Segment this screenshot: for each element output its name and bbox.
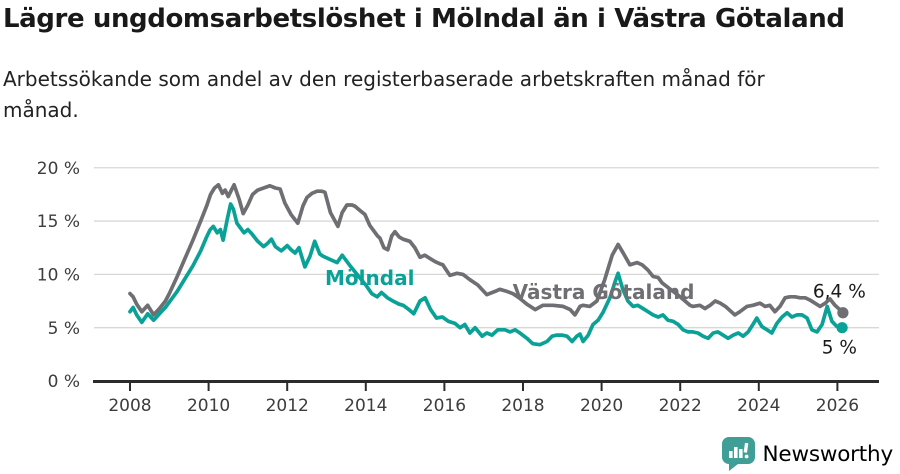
series-annotations: Västra Götaland 6,4 % Mölndal 5 %	[325, 266, 866, 358]
series-line-Mölndal	[128, 202, 844, 347]
series-line-Västra Götaland	[128, 182, 845, 317]
y-tick-label-0: 0 %	[48, 372, 80, 392]
y-tick-label-10: 10 %	[37, 266, 80, 286]
y-tick-label-15: 15 %	[37, 212, 80, 232]
newsworthy-wordmark: Newsworthy	[762, 441, 894, 467]
series-label-Västra Götaland: Västra Götaland	[513, 280, 695, 304]
newsworthy-logo: Newsworthy	[721, 437, 894, 471]
x-axis-labels: 2008 2010 2012 2014 2016 2018 2020 2022 2024 2026	[108, 396, 859, 416]
x-tick-label-2008: 2008	[108, 396, 151, 416]
y-tick-label-20: 20 %	[37, 159, 80, 179]
x-tick-label-2020: 2020	[580, 396, 623, 416]
x-tick-label-2014: 2014	[344, 396, 387, 416]
y-axis-labels: 0 % 5 % 10 % 15 % 20 %	[37, 159, 80, 392]
y-tick-label-5: 5 %	[48, 319, 80, 339]
x-tick-label-2010: 2010	[187, 396, 230, 416]
x-tick-label-2026: 2026	[816, 396, 859, 416]
logo-bar-3	[738, 449, 743, 458]
x-tick-label-2024: 2024	[737, 396, 780, 416]
series-lines	[128, 182, 845, 347]
x-axis	[93, 380, 879, 391]
x-tick-label-2016: 2016	[423, 396, 466, 416]
logo-bubble	[721, 437, 755, 471]
logo-exclamation-bar	[743, 442, 748, 453]
chart-subtitle: Arbetssökande som andel av den registerb…	[3, 67, 765, 122]
series-end-value-Västra Götaland: 6,4 %	[813, 281, 866, 302]
series-end-dot-Västra Götaland	[837, 307, 849, 319]
x-tick-label-2022: 2022	[659, 396, 702, 416]
series-end-value-Mölndal: 5 %	[822, 337, 857, 358]
x-tick-label-2012: 2012	[266, 396, 309, 416]
logo-bar-2	[733, 447, 738, 458]
logo-bar-1	[728, 451, 733, 458]
newsworthy-logo-icon	[721, 437, 755, 471]
logo-exclamation-dot	[744, 454, 749, 459]
chart-title: Lägre ungdomsarbetslöshet i Mölndal än i…	[3, 4, 845, 34]
series-label-Mölndal: Mölndal	[325, 266, 414, 290]
gridlines	[94, 167, 879, 329]
x-tick-label-2018: 2018	[501, 396, 544, 416]
series-end-dot-Mölndal	[836, 322, 848, 334]
